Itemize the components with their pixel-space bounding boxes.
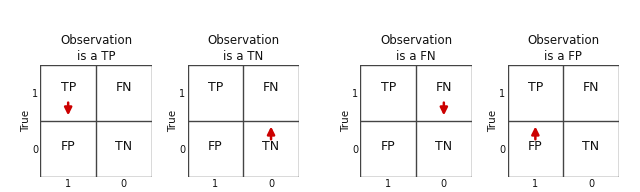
Y-axis label: True: True — [20, 110, 31, 132]
Text: FN: FN — [263, 81, 279, 94]
X-axis label: Predicted: Predicted — [392, 191, 440, 192]
Y-axis label: True: True — [340, 110, 351, 132]
Title: Observation
is a FN: Observation is a FN — [380, 34, 452, 63]
Title: Observation
is a TN: Observation is a TN — [207, 34, 279, 63]
Text: FN: FN — [436, 81, 452, 94]
Text: TP: TP — [381, 81, 396, 94]
Text: TP: TP — [528, 81, 543, 94]
Text: FP: FP — [381, 140, 396, 152]
Text: FP: FP — [528, 140, 543, 152]
Text: TN: TN — [262, 140, 280, 152]
Text: TN: TN — [582, 140, 600, 152]
Text: FN: FN — [116, 81, 132, 94]
Text: TN: TN — [115, 140, 132, 152]
Y-axis label: True: True — [168, 110, 178, 132]
Text: TP: TP — [61, 81, 76, 94]
Text: TN: TN — [435, 140, 452, 152]
Title: Observation
is a FP: Observation is a FP — [527, 34, 599, 63]
X-axis label: Predicted: Predicted — [72, 191, 120, 192]
Text: TP: TP — [208, 81, 223, 94]
X-axis label: Predicted: Predicted — [539, 191, 588, 192]
Y-axis label: True: True — [488, 110, 498, 132]
Text: FN: FN — [583, 81, 599, 94]
Text: FP: FP — [208, 140, 223, 152]
Title: Observation
is a TP: Observation is a TP — [60, 34, 132, 63]
X-axis label: Predicted: Predicted — [219, 191, 268, 192]
Text: FP: FP — [61, 140, 76, 152]
